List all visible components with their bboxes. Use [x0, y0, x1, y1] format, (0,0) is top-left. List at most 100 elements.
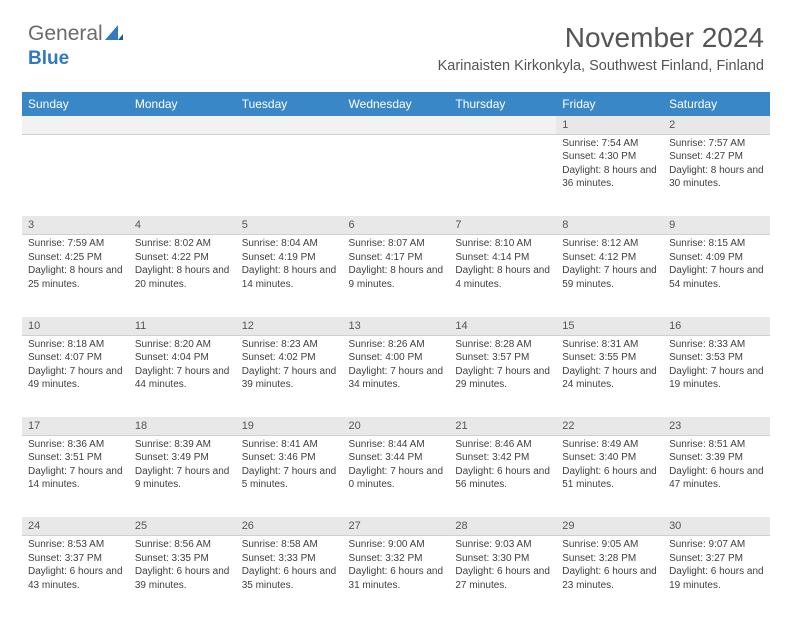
sunrise-line: Sunrise: 8:28 AM	[455, 338, 550, 352]
day-content-cell: Sunrise: 7:54 AMSunset: 4:30 PMDaylight:…	[556, 134, 663, 216]
daylight-line: Daylight: 7 hours and 9 minutes.	[135, 465, 230, 492]
header: General November 2024 Karinaisten Kirkon…	[0, 0, 792, 82]
day-number-cell: 8	[556, 216, 663, 234]
day-number-cell	[129, 116, 236, 134]
sunset-line: Sunset: 4:07 PM	[28, 351, 123, 365]
daylight-line: Daylight: 7 hours and 29 minutes.	[455, 365, 550, 392]
sunset-line: Sunset: 3:30 PM	[455, 552, 550, 566]
weekday-header: Sunday	[22, 92, 129, 116]
day-number-row: 12	[22, 116, 770, 134]
sunrise-line: Sunrise: 8:31 AM	[562, 338, 657, 352]
triangle-icon	[105, 22, 123, 46]
daylight-line: Daylight: 7 hours and 59 minutes.	[562, 264, 657, 291]
daylight-line: Daylight: 7 hours and 34 minutes.	[349, 365, 444, 392]
sunset-line: Sunset: 3:39 PM	[669, 451, 764, 465]
daylight-line: Daylight: 6 hours and 31 minutes.	[349, 565, 444, 592]
day-content-cell: Sunrise: 9:07 AMSunset: 3:27 PMDaylight:…	[663, 536, 770, 618]
day-number-cell: 11	[129, 317, 236, 335]
day-content-cell	[449, 134, 556, 216]
day-number-cell: 21	[449, 417, 556, 435]
sunrise-line: Sunrise: 8:56 AM	[135, 538, 230, 552]
daylight-line: Daylight: 7 hours and 44 minutes.	[135, 365, 230, 392]
sunrise-line: Sunrise: 8:26 AM	[349, 338, 444, 352]
daylight-line: Daylight: 6 hours and 35 minutes.	[242, 565, 337, 592]
sunset-line: Sunset: 3:44 PM	[349, 451, 444, 465]
day-content-cell: Sunrise: 8:23 AMSunset: 4:02 PMDaylight:…	[236, 335, 343, 417]
weekday-header-row: SundayMondayTuesdayWednesdayThursdayFrid…	[22, 92, 770, 116]
day-number-cell: 18	[129, 417, 236, 435]
day-number-cell: 12	[236, 317, 343, 335]
day-content-cell: Sunrise: 8:44 AMSunset: 3:44 PMDaylight:…	[343, 435, 450, 517]
day-number-cell: 30	[663, 517, 770, 535]
sunset-line: Sunset: 4:04 PM	[135, 351, 230, 365]
sunset-line: Sunset: 4:30 PM	[562, 150, 657, 164]
sunrise-line: Sunrise: 8:02 AM	[135, 237, 230, 251]
sunset-line: Sunset: 3:27 PM	[669, 552, 764, 566]
day-number-cell	[343, 116, 450, 134]
day-content-cell: Sunrise: 8:26 AMSunset: 4:00 PMDaylight:…	[343, 335, 450, 417]
brand-part1: General	[28, 22, 103, 46]
day-content-cell: Sunrise: 8:07 AMSunset: 4:17 PMDaylight:…	[343, 235, 450, 317]
sunset-line: Sunset: 3:57 PM	[455, 351, 550, 365]
sunset-line: Sunset: 4:17 PM	[349, 251, 444, 265]
day-number-cell: 22	[556, 417, 663, 435]
day-number-cell: 25	[129, 517, 236, 535]
sunset-line: Sunset: 3:33 PM	[242, 552, 337, 566]
brand-part2: Blue	[28, 48, 69, 70]
daylight-line: Daylight: 6 hours and 27 minutes.	[455, 565, 550, 592]
sunset-line: Sunset: 3:53 PM	[669, 351, 764, 365]
day-content-cell	[129, 134, 236, 216]
sunrise-line: Sunrise: 8:53 AM	[28, 538, 123, 552]
weekday-header: Friday	[556, 92, 663, 116]
day-content-cell: Sunrise: 9:05 AMSunset: 3:28 PMDaylight:…	[556, 536, 663, 618]
day-number-cell: 13	[343, 317, 450, 335]
month-title: November 2024	[438, 22, 764, 54]
daylight-line: Daylight: 7 hours and 49 minutes.	[28, 365, 123, 392]
sunrise-line: Sunrise: 8:18 AM	[28, 338, 123, 352]
sunrise-line: Sunrise: 8:36 AM	[28, 438, 123, 452]
day-content-cell: Sunrise: 8:36 AMSunset: 3:51 PMDaylight:…	[22, 435, 129, 517]
sunset-line: Sunset: 3:55 PM	[562, 351, 657, 365]
day-content-row: Sunrise: 8:36 AMSunset: 3:51 PMDaylight:…	[22, 435, 770, 517]
sunset-line: Sunset: 4:09 PM	[669, 251, 764, 265]
daylight-line: Daylight: 7 hours and 5 minutes.	[242, 465, 337, 492]
weekday-header: Saturday	[663, 92, 770, 116]
daylight-line: Daylight: 6 hours and 51 minutes.	[562, 465, 657, 492]
sunrise-line: Sunrise: 8:12 AM	[562, 237, 657, 251]
day-number-cell	[22, 116, 129, 134]
daylight-line: Daylight: 6 hours and 47 minutes.	[669, 465, 764, 492]
daylight-line: Daylight: 8 hours and 14 minutes.	[242, 264, 337, 291]
day-content-cell: Sunrise: 8:33 AMSunset: 3:53 PMDaylight:…	[663, 335, 770, 417]
daylight-line: Daylight: 7 hours and 19 minutes.	[669, 365, 764, 392]
sunset-line: Sunset: 3:46 PM	[242, 451, 337, 465]
day-number-cell: 9	[663, 216, 770, 234]
day-number-cell: 1	[556, 116, 663, 134]
sunset-line: Sunset: 4:25 PM	[28, 251, 123, 265]
weekday-header: Wednesday	[343, 92, 450, 116]
day-number-cell: 24	[22, 517, 129, 535]
sunset-line: Sunset: 4:27 PM	[669, 150, 764, 164]
daylight-line: Daylight: 6 hours and 19 minutes.	[669, 565, 764, 592]
day-number-cell: 17	[22, 417, 129, 435]
day-number-cell: 20	[343, 417, 450, 435]
weekday-header: Monday	[129, 92, 236, 116]
sunset-line: Sunset: 3:32 PM	[349, 552, 444, 566]
day-number-cell: 10	[22, 317, 129, 335]
day-number-cell: 15	[556, 317, 663, 335]
day-content-cell: Sunrise: 8:20 AMSunset: 4:04 PMDaylight:…	[129, 335, 236, 417]
daylight-line: Daylight: 6 hours and 23 minutes.	[562, 565, 657, 592]
day-content-cell: Sunrise: 8:31 AMSunset: 3:55 PMDaylight:…	[556, 335, 663, 417]
day-number-row: 24252627282930	[22, 517, 770, 535]
weekday-header: Thursday	[449, 92, 556, 116]
day-content-cell: Sunrise: 9:00 AMSunset: 3:32 PMDaylight:…	[343, 536, 450, 618]
sunset-line: Sunset: 3:35 PM	[135, 552, 230, 566]
day-number-cell: 26	[236, 517, 343, 535]
day-content-cell: Sunrise: 9:03 AMSunset: 3:30 PMDaylight:…	[449, 536, 556, 618]
daylight-line: Daylight: 8 hours and 4 minutes.	[455, 264, 550, 291]
calendar-table: SundayMondayTuesdayWednesdayThursdayFrid…	[22, 92, 770, 618]
sunset-line: Sunset: 3:49 PM	[135, 451, 230, 465]
sunrise-line: Sunrise: 8:23 AM	[242, 338, 337, 352]
sunrise-line: Sunrise: 9:07 AM	[669, 538, 764, 552]
calendar-body: 12Sunrise: 7:54 AMSunset: 4:30 PMDayligh…	[22, 116, 770, 618]
day-number-cell: 14	[449, 317, 556, 335]
